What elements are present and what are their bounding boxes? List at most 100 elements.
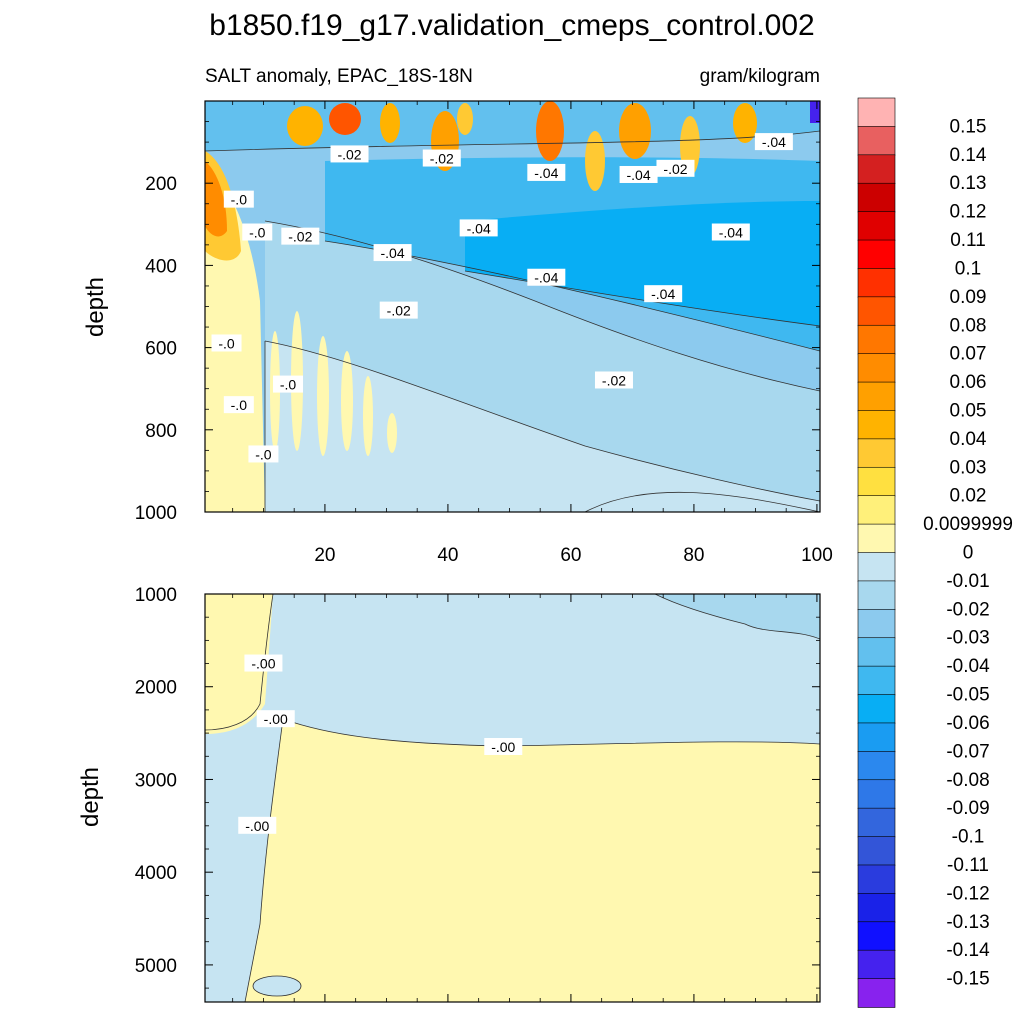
colorbar-label: -0.14 — [946, 940, 990, 961]
colorbar-label: 0.1 — [955, 258, 981, 279]
contour-label: -.02 — [387, 303, 411, 319]
contour-label-box — [644, 285, 683, 303]
contour-label: -.0 — [280, 377, 297, 393]
colorbar-label: 0.08 — [950, 315, 987, 336]
colorbar-swatch — [857, 353, 896, 383]
contour-label: -.02 — [663, 161, 687, 177]
upper-west-hot — [205, 161, 227, 237]
colorbar-swatch — [857, 779, 896, 809]
contour-label: -.04 — [651, 286, 675, 302]
colorbar-label: -0.08 — [946, 770, 989, 791]
colorbar — [857, 97, 896, 1008]
contour-label: -.04 — [719, 225, 743, 241]
colorbar-label: 0.12 — [950, 202, 987, 223]
colorbar-swatch — [857, 410, 896, 440]
colorbar-swatch — [857, 466, 896, 497]
contour-label-box — [238, 816, 277, 834]
upper-yellow-lens-5 — [363, 376, 373, 456]
x-tick-label: 60 — [560, 545, 581, 566]
colorbar-swatch — [857, 211, 896, 241]
colorbar-swatch — [857, 126, 896, 156]
y-tick-label: 1000 — [135, 585, 177, 606]
upper-deep-light-blue — [265, 341, 820, 512]
contour-label: -.04 — [627, 167, 651, 183]
colorbar-swatch — [857, 751, 896, 781]
colorbar-swatch — [857, 864, 896, 895]
colorbar-swatch — [857, 154, 896, 185]
contour-label: -.04 — [381, 245, 405, 261]
colorbar-label: 0.07 — [950, 344, 987, 365]
colorbar-swatch — [857, 296, 896, 327]
contour-label-box — [373, 244, 412, 262]
contour-line — [252, 975, 302, 997]
colorbar-label: 0.06 — [950, 372, 987, 393]
y-tick-label: 800 — [145, 421, 177, 442]
colorbar-label: 0.0099999 — [923, 514, 1013, 535]
x-tick-label: 40 — [437, 545, 458, 566]
x-tick-labels: 20 40 60 80 100 — [314, 545, 832, 566]
contour-label-box — [248, 445, 279, 463]
contour-label-box — [754, 133, 793, 151]
colorbar-label: -0.15 — [946, 969, 989, 990]
colorbar-swatch — [857, 637, 896, 667]
warm-cell — [287, 106, 323, 146]
y-tick-label: 1000 — [135, 503, 177, 524]
contour-label-box — [711, 223, 750, 241]
colorbar-swatch — [857, 495, 896, 525]
y-tick-label: 400 — [145, 256, 177, 277]
warm-cell — [536, 101, 564, 161]
colorbar-swatch — [857, 836, 896, 866]
colorbar-swatch — [857, 239, 896, 270]
contour-label-box — [594, 371, 633, 389]
colorbar-swatch — [857, 694, 896, 724]
contour-label-box — [256, 710, 295, 728]
colorbar-labels: 0.15 0.14 0.13 0.12 0.11 0.1 0.09 0.08 0.07 0.06 0… — [923, 116, 1013, 989]
contour-label-box — [619, 165, 658, 183]
lower-northeast-blue — [655, 594, 820, 639]
contour-label: -.0 — [218, 335, 235, 351]
contour-label: -.00 — [491, 739, 515, 755]
colorbar-swatch — [857, 807, 896, 838]
contour-line — [584, 491, 820, 512]
upper-yellow-lens-3 — [317, 336, 329, 456]
colorbar-label: -0.04 — [946, 656, 990, 677]
colorbar-label: -0.03 — [946, 628, 989, 649]
lower-contour-labels: -.00 -.00 -.00 -.00 — [238, 654, 523, 834]
colorbar-label: -0.11 — [947, 855, 989, 876]
colorbar-label: 0.05 — [950, 400, 987, 421]
warm-cell — [457, 103, 473, 135]
warm-cell — [733, 103, 757, 143]
colorbar-swatch — [857, 552, 896, 582]
warm-cell — [329, 103, 361, 135]
lower-field — [205, 594, 820, 1002]
contour-label: -.02 — [430, 151, 454, 167]
colorbar-swatch — [857, 580, 896, 611]
contour-label: -.00 — [245, 818, 269, 834]
contour-label: -.00 — [264, 711, 288, 727]
upper-field — [205, 101, 820, 512]
y-tick-label: 2000 — [135, 678, 177, 699]
upper-axis-ticks: 200 400 600 800 1000 — [135, 100, 820, 524]
lower-upper-blue — [205, 594, 820, 1002]
colorbar-label: 0.14 — [950, 145, 987, 166]
figure-title: b1850.f19_g17.validation_cmeps_control.0… — [209, 9, 814, 42]
contour-label-box — [330, 145, 369, 163]
upper-yellow-lens-4 — [341, 351, 353, 451]
contour-label-box — [422, 149, 461, 167]
colorbar-swatch — [857, 182, 896, 213]
colorbar-swatch — [857, 609, 896, 639]
contour-label-box — [459, 219, 498, 237]
contour-label: -.04 — [467, 220, 491, 236]
contour-label: -.02 — [288, 229, 312, 245]
y-tick-label: 3000 — [135, 770, 177, 791]
contour-label: -.0 — [231, 397, 248, 413]
x-tick-label: 100 — [801, 545, 833, 566]
upper-yellow-lens-6 — [387, 413, 397, 453]
lower-axis-ticks: 1000 2000 3000 4000 5000 — [135, 585, 820, 1002]
colorbar-swatch — [857, 523, 896, 554]
colorbar-swatch — [857, 665, 896, 696]
colorbar-label: 0.02 — [950, 486, 987, 507]
x-tick-label: 20 — [314, 545, 335, 566]
y-tick-label: 200 — [145, 174, 177, 195]
